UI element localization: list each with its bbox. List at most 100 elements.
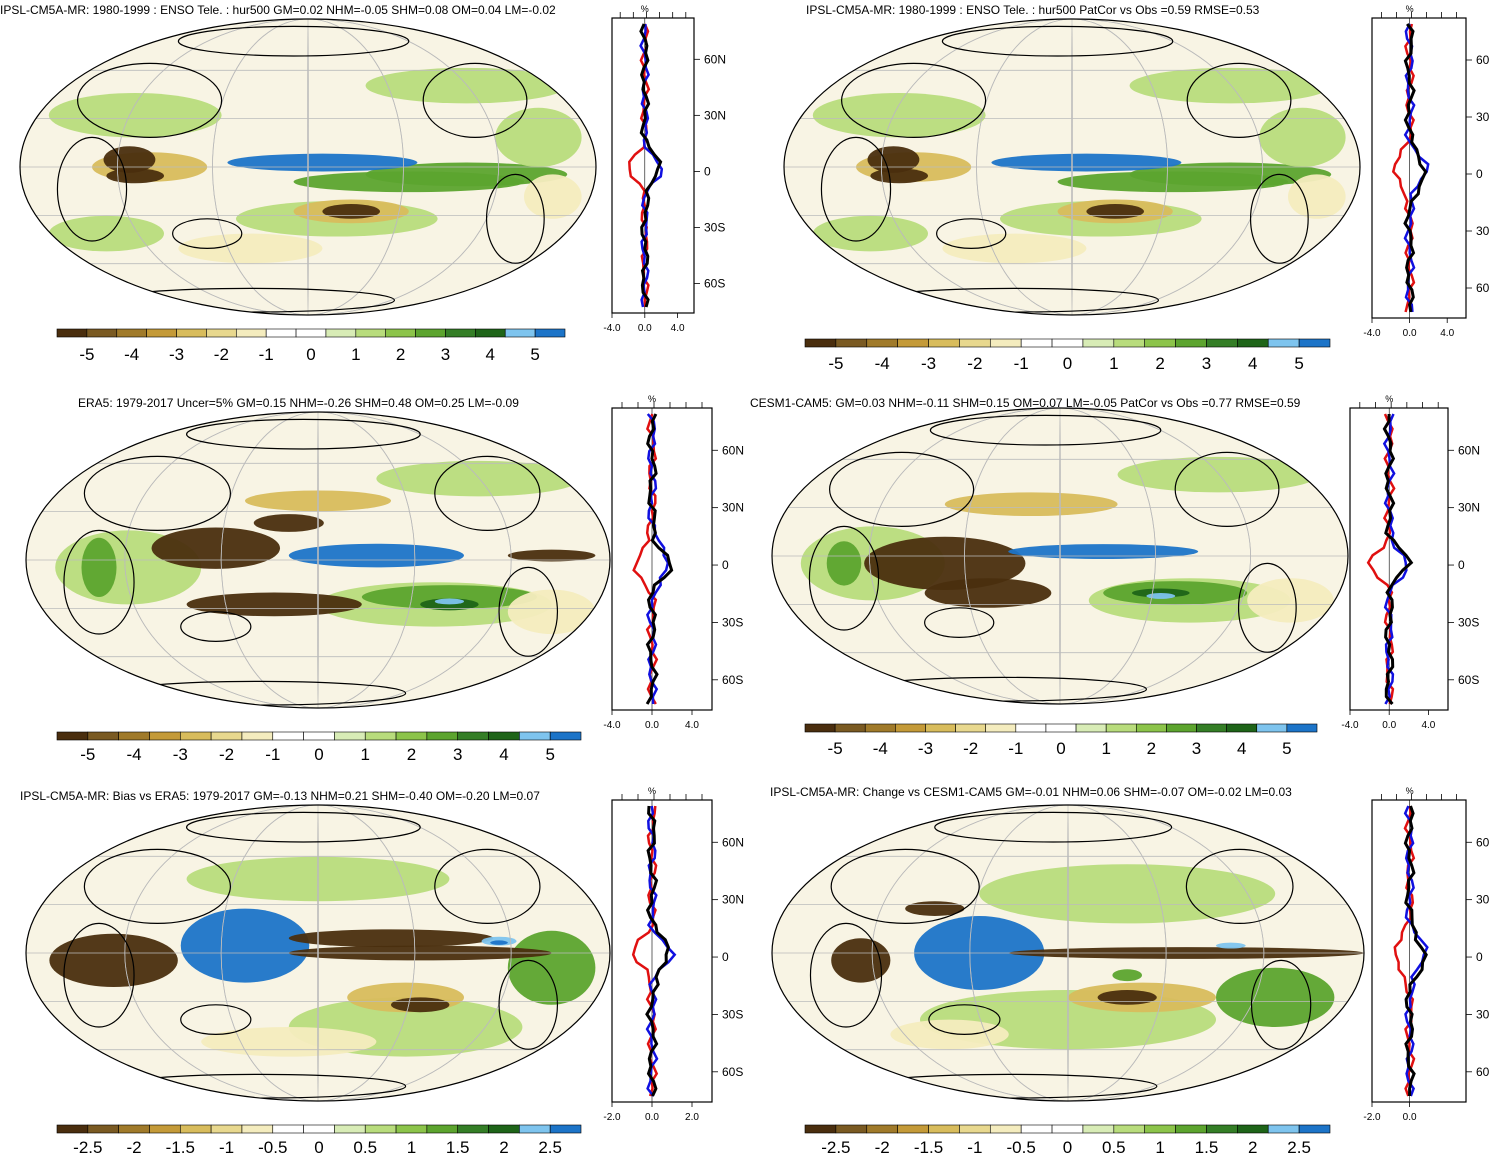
colorbar-swatch <box>303 1124 335 1134</box>
continent-outline <box>1185 848 1294 925</box>
profile-lat-label: 60N <box>704 52 726 66</box>
colorbar-swatch <box>235 328 267 338</box>
map-field-blob <box>186 592 362 617</box>
colorbar-swatch <box>1175 338 1207 348</box>
continent-outline <box>434 455 541 531</box>
continent-outline <box>56 136 128 242</box>
colorbar-swatch <box>272 731 304 741</box>
colorbar-tick-label: 2 <box>1147 739 1156 758</box>
continent-outline <box>83 848 231 925</box>
map-field-blob <box>178 233 323 264</box>
profile-x-label: -4.0 <box>603 720 621 731</box>
map-border <box>783 18 1361 316</box>
map-1 <box>20 19 596 315</box>
profile-lat-label: 60N <box>722 443 744 457</box>
map-border <box>19 18 597 316</box>
map-field-blob <box>48 93 222 138</box>
colorbar-tick-label: 3 <box>1202 354 1211 373</box>
map-field-blob <box>870 168 928 184</box>
colorbar-swatch <box>364 1124 397 1134</box>
colorbar-tick-label: 0 <box>314 1138 323 1157</box>
map-field-blob <box>227 153 418 172</box>
colorbar-swatch <box>925 723 956 733</box>
colorbar-swatch <box>1082 1124 1115 1134</box>
profile-lat-label: 60S <box>722 673 743 687</box>
map-2 <box>784 19 1360 315</box>
colorbar-tick-label: -0.5 <box>1007 1138 1036 1157</box>
colorbar-tick-label: 1 <box>407 1138 416 1157</box>
colorbar-tick-label: 2 <box>396 345 405 364</box>
colorbar-swatch <box>1237 1124 1269 1134</box>
colorbar-swatch <box>395 731 428 741</box>
colorbar-tick-label: 0 <box>1056 739 1065 758</box>
colorbar-swatch <box>488 731 520 741</box>
colorbar-tick-label: -2 <box>219 745 234 764</box>
colorbar-tick-label: 2 <box>499 1138 508 1157</box>
colorbar-6: -2.5 -2 -1.5 -1 -0.5 0 0.5 1 1.5 2 2.5 <box>804 1124 1331 1157</box>
colorbar-tick-label: 4 <box>486 345 495 364</box>
colorbar-swatch <box>804 338 837 348</box>
profile-model-line <box>1393 805 1416 1097</box>
continent-outline <box>83 455 231 531</box>
continent-outline <box>498 959 559 1050</box>
map-6 <box>772 805 1364 1101</box>
colorbar-tick-label: 1.5 <box>446 1138 470 1157</box>
profile-x-label: 0.0 <box>645 1112 659 1123</box>
profile-x-label: 4.0 <box>1421 720 1435 731</box>
colorbar-swatch <box>210 1124 243 1134</box>
profile-4: % 60N 30N 0 30S 60S -4.0 0.0 4.0 <box>1341 394 1480 731</box>
colorbar-tick-label: -2 <box>126 1138 141 1157</box>
profile-unit-label: % <box>1406 786 1414 796</box>
map-field-blob <box>253 514 324 532</box>
colorbar-tick-label: -1.5 <box>914 1138 943 1157</box>
colorbar-tick-label: -1 <box>1014 354 1029 373</box>
graticule-lon <box>220 805 416 1101</box>
map-field-blob <box>812 93 986 138</box>
colorbar-tick-label: -1 <box>259 345 274 364</box>
colorbar-swatch <box>118 1124 150 1134</box>
continent-outline <box>1174 451 1280 527</box>
colorbar-2: -5 -4 -3 -2 -1 0 1 2 3 4 5 <box>804 338 1331 373</box>
colorbar-tick-label: -4 <box>124 345 139 364</box>
graticule-lon <box>1059 408 1061 704</box>
colorbar-tick-label: 4 <box>499 745 508 764</box>
colorbar-swatch <box>56 1124 89 1134</box>
colorbar-swatch <box>1135 723 1167 733</box>
map-field-blob <box>201 1027 377 1057</box>
colorbar-tick-label: -2.5 <box>73 1138 102 1157</box>
graticule-lon <box>124 805 512 1101</box>
profile-x-label: 2.0 <box>685 1112 699 1123</box>
colorbar-swatch <box>149 1124 181 1134</box>
colorbar-swatch <box>1298 338 1331 348</box>
profile-x-label: 4.0 <box>1440 328 1454 339</box>
colorbar-swatch <box>475 328 506 338</box>
profile-frame <box>611 799 713 1103</box>
continent-outline <box>172 218 243 250</box>
colorbar-swatch <box>56 328 88 338</box>
colorbar-swatch <box>1166 723 1197 733</box>
map-field-blob <box>1008 544 1199 559</box>
map-field-blob <box>490 940 508 945</box>
map-field-blob <box>49 933 178 988</box>
colorbar-3: -5 -4 -3 -2 -1 0 1 2 3 4 5 <box>56 731 582 764</box>
map-field-blob <box>288 929 494 948</box>
colorbar-tick-label: -4 <box>875 354 890 373</box>
map-field-blob <box>924 578 1052 608</box>
map-field-blob <box>1097 990 1157 1005</box>
colorbar-tick-label: -3 <box>918 739 933 758</box>
continent-outline <box>185 418 421 450</box>
colorbar-tick-label: -5 <box>80 745 95 764</box>
colorbar-swatch <box>895 723 926 733</box>
colorbar-swatch <box>1144 1124 1176 1134</box>
map-field-blob <box>434 598 464 605</box>
colorbar-4: -5 -4 -3 -2 -1 0 1 2 3 4 5 <box>804 723 1318 758</box>
colorbar-swatch <box>385 328 416 338</box>
profile-2: % 60 30 0 30 60 -4.0 0.0 4.0 <box>1363 4 1489 339</box>
continent-outline <box>830 848 980 925</box>
graticule-lon <box>1071 19 1073 315</box>
colorbar-tick-label: 0 <box>1063 1138 1072 1157</box>
profile-x-label: 0.0 <box>1403 1112 1417 1123</box>
profile-x-label: -4.0 <box>603 323 621 334</box>
colorbar-swatch <box>457 1124 489 1134</box>
colorbar-swatch <box>834 723 866 733</box>
